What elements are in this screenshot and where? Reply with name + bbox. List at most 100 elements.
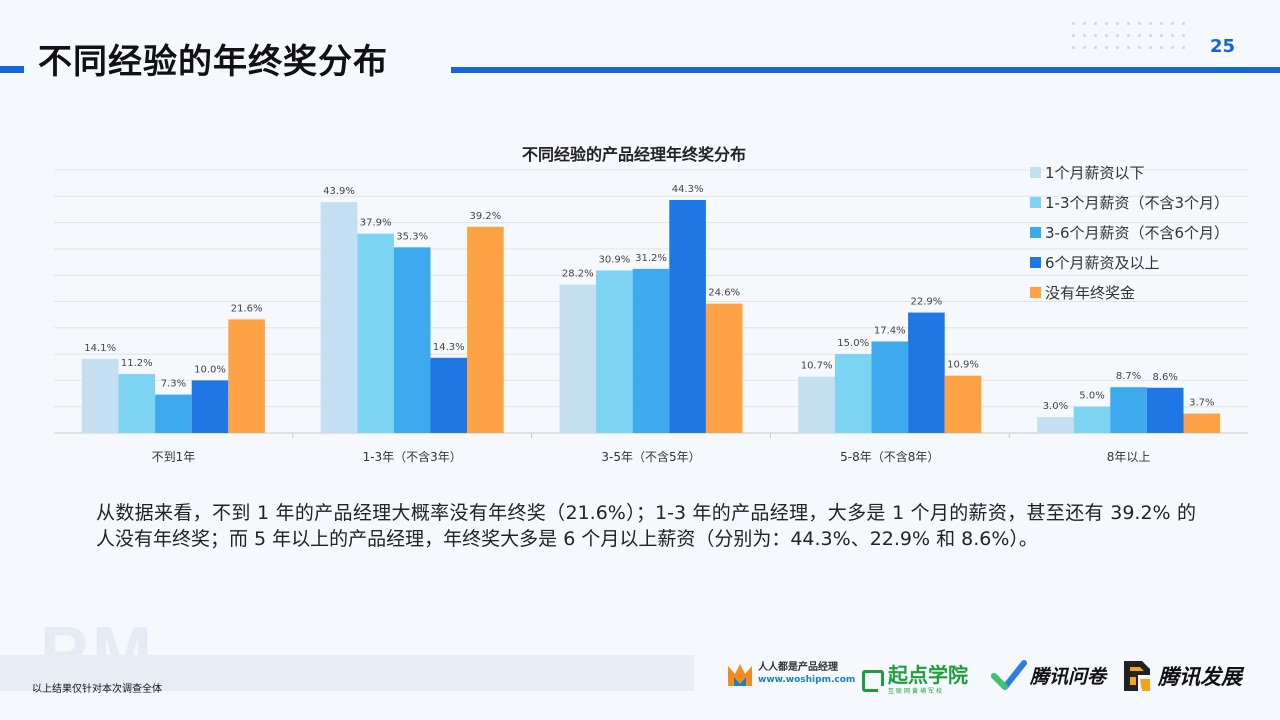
decorative-dot (1138, 22, 1141, 25)
legend-item: 没有年终奖金 (1030, 277, 1229, 307)
bar (191, 380, 229, 433)
legend-label: 6个月薪资及以上 (1045, 253, 1160, 272)
woshipm-logo-name: 人人都是产品经理 (758, 662, 838, 673)
legend-item: 6个月薪资及以上 (1030, 247, 1229, 277)
legend-item: 1-3个月薪资（不含3个月） (1030, 187, 1229, 217)
data-label: 17.4% (874, 325, 906, 336)
bar (357, 233, 394, 433)
bar (944, 375, 982, 433)
bar (559, 284, 597, 433)
qidian-logo-icon (862, 670, 885, 693)
decorative-dot (1171, 22, 1174, 25)
decorative-dot (1149, 34, 1152, 37)
decorative-dot (1105, 22, 1108, 25)
data-label: 7.3% (161, 379, 186, 390)
data-label: 30.9% (599, 254, 631, 265)
decorative-dot (1083, 34, 1086, 37)
decorative-dot (1116, 34, 1119, 37)
x-tick-label: 3-5年（不含5年） (601, 449, 700, 464)
decorative-dot (1149, 22, 1152, 25)
decorative-dot (1182, 22, 1185, 25)
data-label: 35.3% (396, 231, 428, 242)
data-label: 43.9% (323, 186, 355, 197)
decorative-dot (1094, 22, 1097, 25)
decorative-dot (1127, 34, 1130, 37)
header-rule (451, 67, 1280, 73)
qidian-logo-name: 起点学院 (888, 663, 968, 687)
x-tick-label: 5-8年（不含8年） (840, 449, 939, 464)
fazhan-logo-icon (1124, 661, 1150, 691)
decorative-dot (1160, 46, 1163, 49)
legend-label: 没有年终奖金 (1045, 283, 1136, 302)
page-title: 不同经验的年终奖分布 (38, 42, 388, 82)
summary-text: 从数据来看，不到 1 年的产品经理大概率没有年终奖（21.6%）；1-3 年的产… (96, 502, 1196, 550)
bar (430, 357, 468, 433)
bar (596, 270, 633, 433)
data-label: 3.0% (1043, 401, 1068, 412)
data-label: 10.0% (194, 364, 226, 375)
bar (705, 303, 743, 433)
bar (834, 354, 872, 433)
chart-x-axis: 不到1年 1-3年（不含3年） 3-5年（不含5年） 5-8年（不含8年） 8年以上 (152, 433, 1150, 464)
bar (632, 268, 670, 433)
page-number: 25 (1210, 36, 1236, 57)
decorative-dot (1160, 34, 1163, 37)
qidian-logo: 起点学院 互联网黄埔军校 (862, 664, 968, 698)
decorative-dot (1149, 46, 1152, 49)
bar (669, 199, 706, 433)
decorative-dot (1127, 46, 1130, 49)
bar (908, 312, 945, 433)
bar-chart: 不同经验的产品经理年终奖分布 14.1% 11.2% 7.3% 10.0% 21.6% 4… (54, 145, 1248, 464)
bar (1073, 406, 1111, 433)
woshipm-logo-icon (728, 664, 752, 686)
bar (320, 202, 358, 433)
decorative-dot (1083, 46, 1086, 49)
decorative-dot (1171, 46, 1174, 49)
chart-bars (81, 199, 1221, 433)
x-tick-label: 1-3年（不含3年） (363, 449, 462, 464)
legend-label: 1-3个月薪资（不含3个月） (1045, 193, 1230, 212)
data-label: 28.2% (562, 269, 594, 280)
bar (81, 358, 119, 433)
decorative-dot (1094, 46, 1097, 49)
legend-swatch (1030, 166, 1041, 178)
woshipm-logo: 人人都是产品经理 www.woshipm.com (726, 660, 855, 688)
legend-label: 3-6个月薪资（不含6个月） (1045, 223, 1230, 242)
decorative-dot (1083, 22, 1086, 25)
bar (871, 341, 909, 433)
legend-swatch (1030, 196, 1041, 208)
bar (393, 247, 431, 433)
bar (1037, 417, 1074, 433)
data-label: 3.7% (1189, 398, 1214, 409)
bar (798, 376, 835, 433)
data-label: 37.9% (360, 218, 392, 229)
decorative-dot (1116, 46, 1119, 49)
decorative-dot (1072, 22, 1075, 25)
bar (467, 226, 504, 433)
decorative-dot (1160, 22, 1163, 25)
data-label: 39.2% (470, 211, 502, 222)
data-label: 21.6% (231, 303, 263, 314)
qidian-logo-sub: 互联网黄埔军校 (888, 688, 945, 695)
header-accent-bar (0, 66, 24, 73)
data-label: 14.1% (84, 343, 116, 354)
legend-label: 1个月薪资以下 (1045, 163, 1145, 182)
legend-swatch (1030, 226, 1041, 238)
decorative-dot (1182, 34, 1185, 37)
decorative-dot (1127, 22, 1130, 25)
decorative-dot (1094, 34, 1097, 37)
fazhan-logo-name: 腾讯发展 (1158, 665, 1242, 689)
bar (1146, 387, 1184, 433)
data-label: 11.2% (121, 358, 153, 369)
decorative-dot (1171, 34, 1174, 37)
legend-item: 1个月薪资以下 (1030, 157, 1229, 187)
checkmark-icon (991, 660, 1027, 690)
bar (1183, 413, 1221, 433)
decorative-dot (1072, 34, 1075, 37)
decorative-dot-grid (1072, 22, 1192, 52)
legend-item: 3-6个月薪资（不含6个月） (1030, 217, 1229, 247)
data-label: 8.7% (1116, 371, 1141, 382)
data-label: 10.9% (947, 360, 979, 371)
bar (1110, 387, 1147, 433)
data-label: 10.7% (801, 361, 833, 372)
